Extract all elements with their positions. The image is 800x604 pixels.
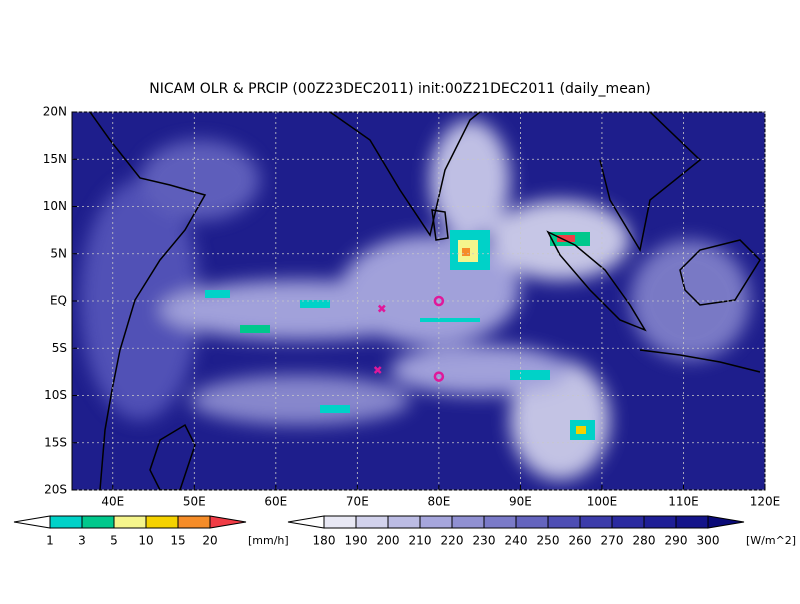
colorbar-label: 5	[110, 534, 118, 548]
x-tick-label: 60E	[264, 495, 287, 509]
colorbar-box	[49, 515, 83, 529]
colorbar-box	[323, 515, 357, 529]
y-tick-label: 5S	[52, 341, 67, 355]
x-tick-label: 50E	[183, 495, 206, 509]
y-tick-label: 5N	[50, 246, 67, 260]
marker	[433, 295, 445, 307]
x-tick-label: 40E	[101, 495, 124, 509]
colorbar-box	[675, 515, 709, 529]
colorbar-extend	[209, 515, 247, 529]
colorbar-box	[387, 515, 421, 529]
x-tick-label: 100E	[587, 495, 618, 509]
colorbar-box	[515, 515, 549, 529]
colorbar-box	[611, 515, 645, 529]
marker	[433, 371, 445, 382]
colorbar-extend	[13, 515, 51, 529]
colorbar-label: 15	[170, 534, 185, 548]
colorbar-box	[113, 515, 147, 529]
colorbar-label: 210	[409, 534, 432, 548]
colorbar-label: 200	[377, 534, 400, 548]
colorbar-label: 180	[313, 534, 336, 548]
y-tick-label: 20N	[43, 105, 67, 119]
colorbar-label: 290	[665, 534, 688, 548]
colorbar-box	[177, 515, 211, 529]
colorbar-box	[145, 515, 179, 529]
colorbar-label: 220	[441, 534, 464, 548]
colorbar-label: 270	[601, 534, 624, 548]
marker	[373, 366, 382, 374]
y-tick-label: 10N	[43, 199, 67, 213]
colorbar-label: 240	[505, 534, 528, 548]
colorbar-box	[547, 515, 581, 529]
colorbar-box	[81, 515, 115, 529]
colorbar-label: 250	[537, 534, 560, 548]
colorbar-label: 230	[473, 534, 496, 548]
y-tick-label: 15S	[44, 435, 67, 449]
colorbar-label: 10	[138, 534, 153, 548]
colorbar-extend	[287, 515, 325, 529]
colorbar-unit: [W/m^2]	[746, 534, 796, 547]
colorbar-label: 300	[697, 534, 720, 548]
colorbar-box	[483, 515, 517, 529]
colorbar-label: 20	[202, 534, 217, 548]
precip-cells	[205, 230, 595, 440]
x-tick-label: 70E	[346, 495, 369, 509]
colorbar-label: 1	[46, 534, 54, 548]
colorbar-box	[419, 515, 453, 529]
map-field	[72, 112, 765, 490]
y-tick-label: 20S	[44, 483, 67, 497]
colorbar-box	[643, 515, 677, 529]
x-tick-label: 120E	[750, 495, 781, 509]
coastlines	[89, 112, 761, 490]
colorbar-label: 280	[633, 534, 656, 548]
y-tick-label: EQ	[50, 294, 67, 308]
y-tick-label: 15N	[43, 152, 67, 166]
colorbar-label: 260	[569, 534, 592, 548]
chart-title: NICAM OLR & PRCIP (00Z23DEC2011) init:00…	[149, 81, 650, 97]
x-tick-label: 90E	[509, 495, 532, 509]
colorbar-label: 190	[345, 534, 368, 548]
y-tick-label: 10S	[44, 388, 67, 402]
x-tick-label: 80E	[427, 495, 450, 509]
x-tick-label: 110E	[668, 495, 699, 509]
colorbar-box	[355, 515, 389, 529]
colorbar-extend	[707, 515, 745, 529]
colorbar-unit: [mm/h]	[248, 534, 289, 547]
colorbar-label: 3	[78, 534, 86, 548]
marker	[377, 304, 386, 313]
colorbar-box	[451, 515, 485, 529]
colorbar-box	[579, 515, 613, 529]
